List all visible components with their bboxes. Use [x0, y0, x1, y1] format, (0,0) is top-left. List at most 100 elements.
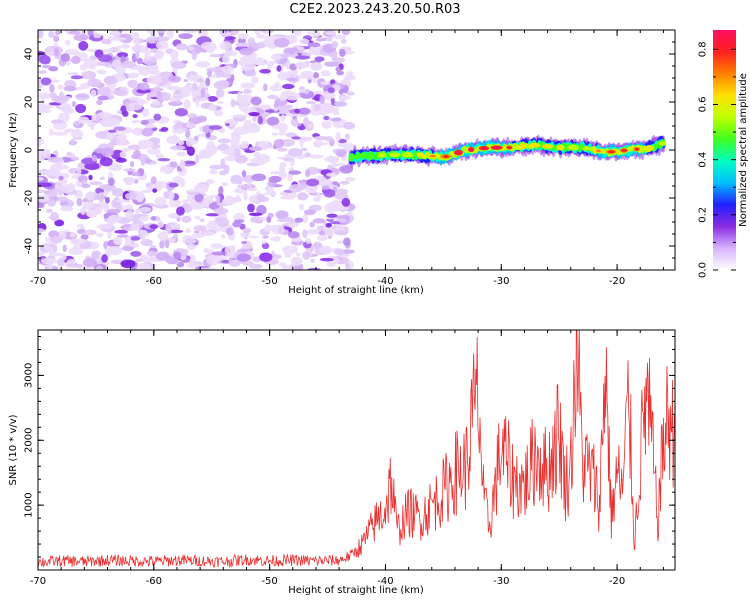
noise-blob: [87, 78, 102, 88]
noise-blob: [150, 48, 159, 54]
noise-blob: [191, 50, 197, 61]
signal-peak: [529, 142, 541, 148]
noise-blob: [238, 102, 249, 112]
colorbar-label: Normalized spectral amplitude: [738, 73, 749, 227]
y-tick-label: 2000: [24, 428, 35, 453]
signal-peak: [389, 152, 401, 158]
noise-blob: [300, 147, 308, 152]
noise-blob: [149, 245, 157, 249]
noise-blob: [81, 70, 97, 80]
signal-peak-core: [455, 151, 462, 154]
noise-blob: [322, 103, 334, 113]
signal-peak-core: [607, 150, 615, 154]
noise-blob: [209, 164, 224, 170]
noise-blob: [223, 164, 230, 175]
noise-blob: [205, 213, 219, 217]
x-tick-label: -40: [377, 276, 393, 287]
noise-blob: [70, 129, 84, 139]
noise-blob: [97, 87, 112, 96]
noise-blob: [185, 228, 191, 233]
noise-blob: [304, 152, 312, 158]
noise-blob: [264, 30, 270, 33]
noise-blob: [345, 262, 350, 270]
colorbar-tick-label: 0.4: [698, 152, 709, 168]
noise-blob: [285, 77, 298, 82]
noise-blob: [218, 186, 224, 195]
noise-blob: [49, 246, 55, 257]
spectrogram-y-label: Frequency (Hz): [8, 112, 19, 188]
noise-blob: [225, 227, 235, 236]
signal-peak-core: [620, 149, 628, 152]
noise-blob: [89, 63, 96, 70]
noise-blob: [339, 180, 350, 185]
noise-blob: [187, 243, 197, 250]
noise-blob: [131, 171, 141, 177]
noise-blob: [292, 69, 297, 78]
noise-blob: [53, 47, 60, 57]
noise-blob: [229, 144, 241, 151]
noise-blob: [161, 185, 167, 189]
noise-blob: [307, 123, 314, 129]
noise-blob: [168, 198, 182, 208]
noise-blob: [330, 51, 338, 60]
noise-blob: [141, 233, 146, 243]
noise-blob: [339, 48, 346, 57]
noise-blob: [38, 251, 45, 256]
noise-blob: [155, 40, 169, 50]
noise-blob: [271, 132, 279, 136]
noise-blob: [347, 211, 354, 216]
noise-blob: [248, 212, 263, 217]
noise-blob: [115, 199, 130, 203]
noise-blob: [318, 245, 333, 255]
noise-blob: [47, 198, 57, 207]
noise-blob: [218, 214, 227, 219]
noise-blob: [181, 215, 192, 223]
noise-blob: [297, 185, 302, 191]
noise-blob: [50, 119, 64, 124]
noise-blob: [38, 189, 47, 193]
noise-blob: [39, 244, 53, 253]
noise-blob: [49, 92, 58, 98]
noise-blob: [185, 160, 196, 165]
noise-blob: [242, 89, 252, 94]
noise-blob: [65, 39, 71, 46]
noise-blob: [144, 52, 152, 60]
noise-blob: [198, 184, 210, 188]
noise-blob: [151, 216, 157, 221]
noise-blob: [335, 162, 346, 167]
x-tick-label: -50: [261, 576, 277, 587]
y-tick-label: 0: [24, 147, 35, 153]
noise-blob: [121, 147, 131, 153]
noise-blob: [255, 33, 266, 39]
noise-blob: [334, 230, 348, 236]
noise-blob: [242, 261, 254, 266]
noise-blob: [96, 232, 104, 238]
signal-peak: [567, 144, 579, 151]
noise-blob: [192, 204, 205, 209]
noise-blob: [243, 63, 257, 69]
noise-blob: [263, 192, 277, 196]
noise-blob: [47, 156, 63, 163]
noise-blob: [205, 179, 215, 185]
noise-blob: [341, 197, 351, 207]
noise-blob: [331, 40, 339, 49]
noise-blob: [77, 116, 90, 124]
noise-blob: [68, 30, 81, 35]
noise-blob: [280, 138, 296, 147]
noise-blob: [210, 170, 218, 175]
noise-blob: [278, 130, 286, 136]
noise-blob: [38, 176, 44, 182]
noise-blob: [193, 225, 208, 232]
noise-blob: [71, 100, 77, 108]
figure-title: C2E2.2023.243.20.50.R03: [289, 2, 461, 17]
noise-blob: [310, 102, 315, 113]
noise-blob: [91, 251, 100, 261]
noise-blob: [243, 191, 248, 202]
snr-y-label: SNR (10 * v/v): [8, 414, 19, 485]
noise-blob: [174, 108, 188, 117]
noise-blob: [316, 234, 328, 242]
noise-blob: [56, 196, 69, 202]
noise-blob: [120, 259, 136, 269]
noise-blob: [138, 229, 148, 236]
noise-blob: [326, 36, 333, 42]
